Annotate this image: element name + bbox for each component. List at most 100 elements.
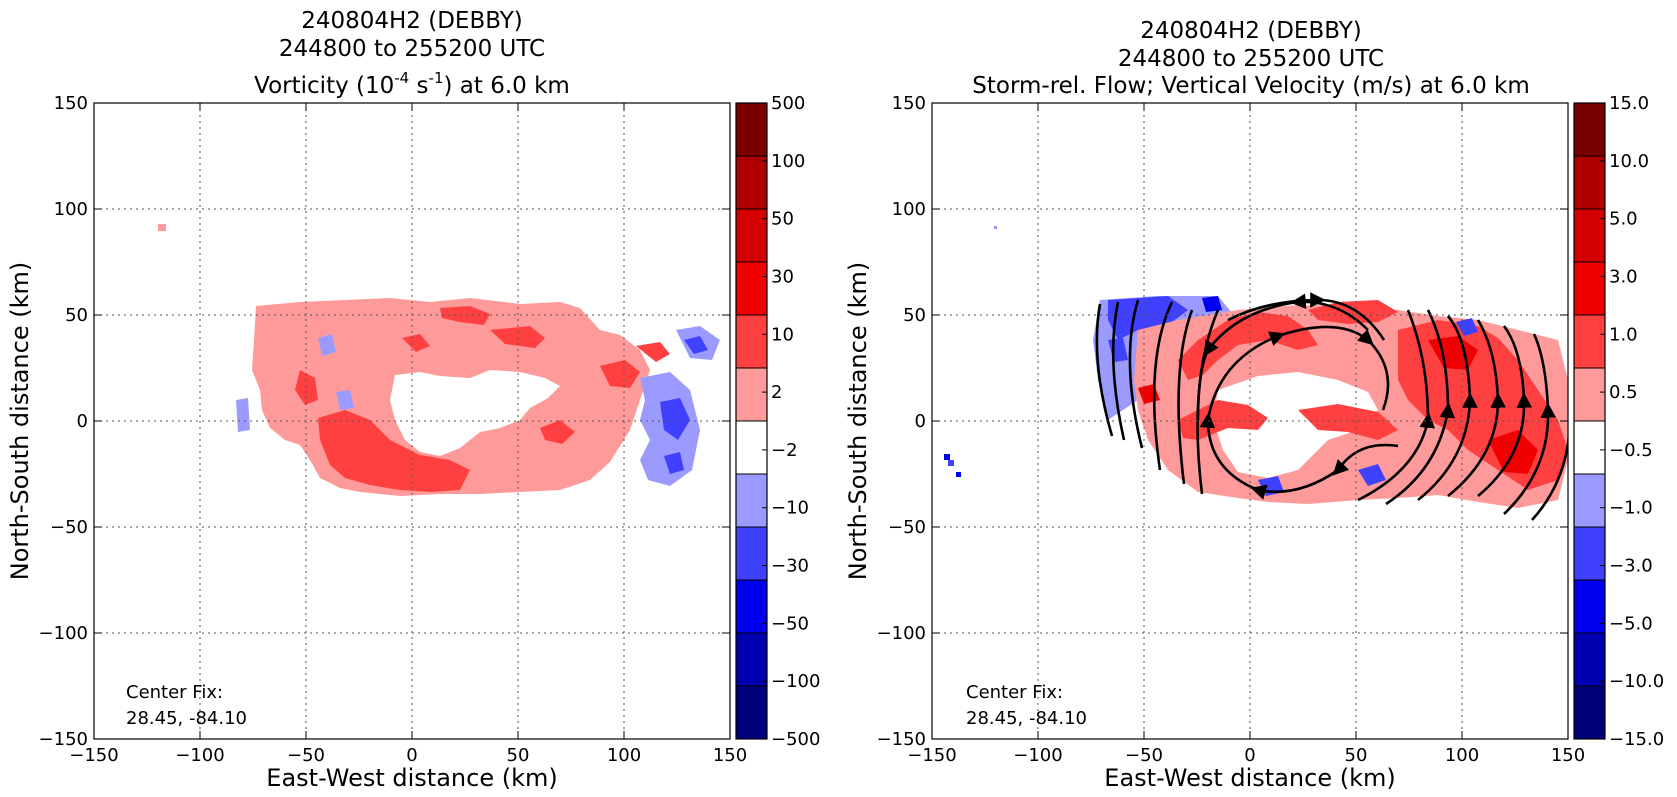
colorbar-segment bbox=[735, 261, 768, 316]
colorbar-segment bbox=[1573, 526, 1606, 581]
x-tick-label: −100 bbox=[175, 745, 224, 766]
colorbar-label: −2 bbox=[771, 440, 798, 461]
velocity-region-neg-1.0 bbox=[1108, 296, 1188, 340]
chart-title-line-1: 240804H2 (DEBBY) bbox=[301, 8, 523, 34]
title-part: s bbox=[409, 73, 428, 99]
vorticity-panel: 240804H2 (DEBBY) 244800 to 255200 UTC Vo… bbox=[6, 8, 820, 792]
x-tick-label: 100 bbox=[607, 745, 641, 766]
chart-title-line-2: 244800 to 255200 UTC bbox=[279, 36, 545, 62]
colorbar-label: −5.0 bbox=[1609, 613, 1653, 634]
title-part: ) at 6.0 km bbox=[444, 73, 570, 99]
streamline bbox=[1477, 325, 1533, 497]
x-tick-label: 0 bbox=[406, 745, 417, 766]
colorbar-label: 0.5 bbox=[1609, 382, 1638, 403]
colorbar-segment bbox=[1573, 155, 1606, 210]
x-tick-label: −50 bbox=[287, 745, 325, 766]
colorbar-segment bbox=[1573, 367, 1606, 422]
x-ticks: −150 −100 −50 0 50 100 150 bbox=[69, 103, 747, 766]
colorbar-label: 10 bbox=[771, 324, 794, 345]
x-tick-label: −100 bbox=[1013, 745, 1062, 766]
velocity-speck bbox=[948, 460, 954, 466]
colorbar-segment bbox=[735, 632, 768, 687]
x-tick-label: 100 bbox=[1445, 745, 1479, 766]
vorticity-field bbox=[158, 224, 720, 496]
colorbar-segment bbox=[1573, 579, 1606, 634]
colorbar-label: 2 bbox=[771, 382, 782, 403]
gridlines bbox=[932, 103, 1568, 739]
vorticity-region-pos-10 bbox=[600, 360, 640, 388]
vorticity-region-pos-10 bbox=[295, 370, 318, 405]
streamline bbox=[1095, 303, 1114, 437]
y-axis-label: North-South distance (km) bbox=[844, 262, 872, 581]
colorbar-frame bbox=[735, 102, 768, 740]
x-axis-label: East-West distance (km) bbox=[266, 764, 557, 792]
y-tick-label: 50 bbox=[65, 305, 88, 326]
vorticity-region-neg-2 bbox=[318, 334, 336, 356]
y-tick-label: −100 bbox=[877, 623, 926, 644]
streamline bbox=[1503, 333, 1557, 515]
title-sup: -1 bbox=[429, 69, 444, 87]
streamline bbox=[1152, 301, 1174, 471]
y-tick-label: 50 bbox=[903, 305, 926, 326]
colorbar-label: −500 bbox=[771, 729, 820, 750]
x-tick-label: 50 bbox=[1345, 745, 1368, 766]
x-tick-label: −150 bbox=[907, 745, 956, 766]
chart-title-field: Storm-rel. Flow; Vertical Velocity (m/s)… bbox=[972, 73, 1530, 99]
x-tick-label: −150 bbox=[69, 745, 118, 766]
colorbar-label: −3.0 bbox=[1609, 556, 1653, 577]
center-fix-value: 28.45, -84.10 bbox=[126, 708, 247, 729]
colorbar-segment bbox=[1573, 685, 1606, 740]
streamline bbox=[1111, 301, 1126, 441]
colorbar-segment bbox=[735, 473, 768, 528]
colorbar-label: −10 bbox=[771, 498, 809, 519]
streamline bbox=[1227, 292, 1386, 341]
velocity-speck bbox=[994, 226, 997, 229]
title-sup: -4 bbox=[394, 69, 409, 87]
y-tick-label: −100 bbox=[39, 623, 88, 644]
colorbar-segment bbox=[1573, 314, 1606, 369]
vorticity-region-neg-2 bbox=[236, 398, 250, 432]
vertical-velocity-panel: 240804H2 (DEBBY) 244800 to 255200 UTC St… bbox=[844, 18, 1664, 792]
vorticity-region-pos-10 bbox=[636, 342, 670, 362]
colorbar-segment bbox=[735, 685, 768, 740]
colorbar-segment bbox=[735, 208, 768, 263]
streamline bbox=[1177, 309, 1194, 485]
streamline bbox=[1385, 309, 1456, 506]
y-tick-label: −50 bbox=[888, 517, 926, 538]
vorticity-region-neg-10 bbox=[684, 336, 708, 354]
colorbar-segment bbox=[1573, 102, 1606, 157]
colorbar-segment bbox=[1573, 261, 1606, 316]
y-ticks: 150 100 50 0 −50 −100 −150 bbox=[39, 93, 730, 750]
storm-relative-streamlines bbox=[1095, 292, 1568, 521]
colorbar-label: −1.0 bbox=[1609, 498, 1653, 519]
x-tick-label: 150 bbox=[713, 745, 747, 766]
x-tick-label: 150 bbox=[1551, 745, 1585, 766]
center-fix-label: Center Fix: bbox=[966, 682, 1063, 703]
colorbar-segment bbox=[735, 314, 768, 369]
colorbar-segment bbox=[735, 526, 768, 581]
colorbar-label: 15.0 bbox=[1609, 93, 1649, 114]
vorticity-region-pos-10 bbox=[318, 410, 470, 492]
x-axis-label: East-West distance (km) bbox=[1104, 764, 1395, 792]
colorbar-label: 5.0 bbox=[1609, 209, 1638, 230]
streamline bbox=[1196, 293, 1369, 421]
streamline bbox=[1531, 433, 1568, 521]
x-ticks: −150 −100 −50 0 50 100 150 bbox=[907, 103, 1585, 766]
colorbar-label: −10.0 bbox=[1609, 671, 1664, 692]
colorbar-segment bbox=[1573, 632, 1606, 687]
colorbar-label: 3.0 bbox=[1609, 266, 1638, 287]
colorbar-label: −15.0 bbox=[1609, 729, 1664, 750]
y-tick-label: 0 bbox=[915, 411, 926, 432]
y-tick-label: 150 bbox=[892, 93, 926, 114]
colorbar-label: 500 bbox=[771, 93, 805, 114]
gridlines bbox=[94, 103, 730, 739]
colorbar-label: −100 bbox=[771, 671, 820, 692]
x-tick-label: −50 bbox=[1125, 745, 1163, 766]
colorbar-segment bbox=[735, 155, 768, 210]
y-tick-label: −150 bbox=[877, 729, 926, 750]
x-tick-label: 50 bbox=[507, 745, 530, 766]
colorbar-segment bbox=[1573, 473, 1606, 528]
vorticity-region-pos-10 bbox=[540, 420, 575, 444]
x-tick-label: 0 bbox=[1244, 745, 1255, 766]
